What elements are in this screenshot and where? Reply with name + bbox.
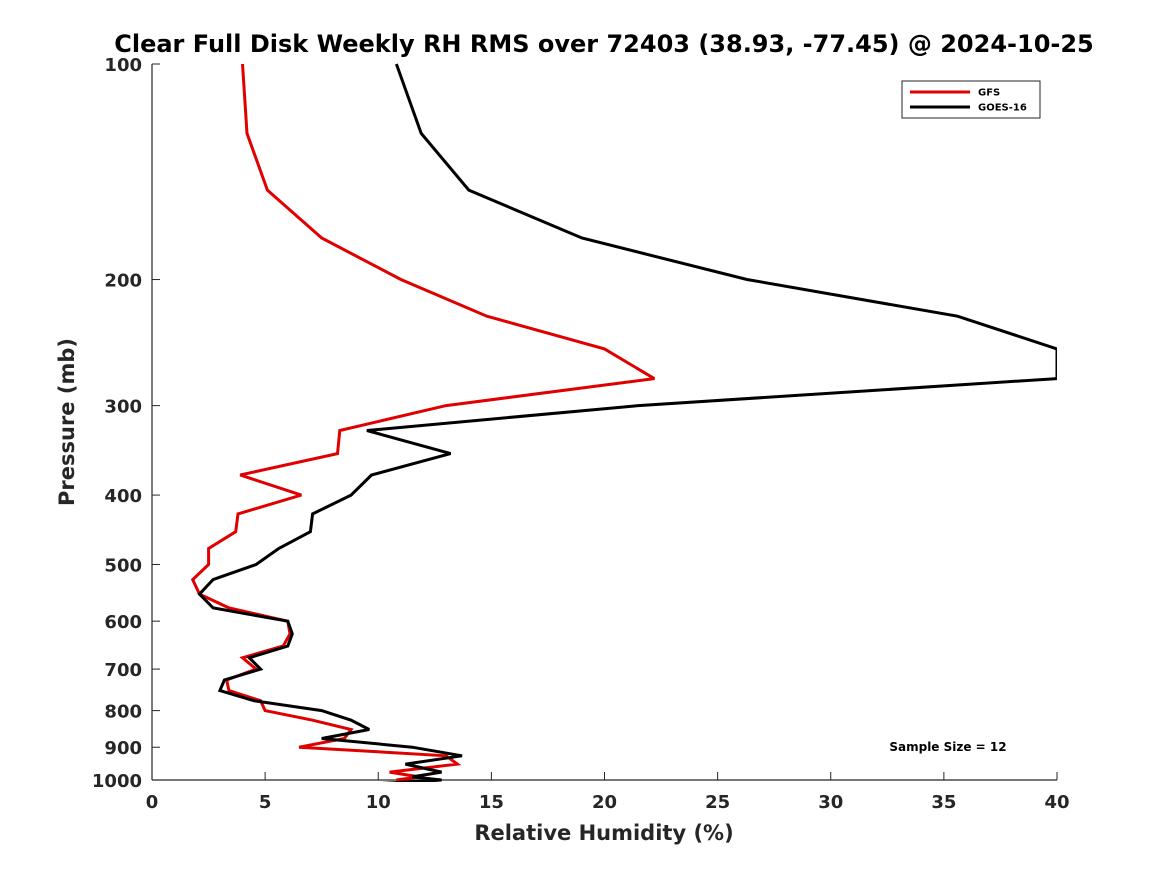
series-line-goes-16 — [197, 63, 1057, 782]
x-tick-label: 25 — [705, 792, 730, 813]
y-tick-label: 100 — [104, 55, 142, 76]
x-tick-label: 40 — [1044, 792, 1069, 813]
y-tick-label: 800 — [104, 702, 142, 723]
x-tick-label: 5 — [259, 792, 272, 813]
x-tick-label: 20 — [592, 792, 617, 813]
y-ticks: 100 200 300 400 500 600 700 800 900 1000 — [92, 55, 160, 792]
legend-label: GOES-16 — [978, 103, 1027, 114]
x-tick-label: 15 — [479, 792, 504, 813]
y-tick-label: 500 — [104, 555, 142, 576]
x-axis-label: Relative Humidity (%) — [474, 821, 733, 845]
y-tick-label: 900 — [104, 738, 142, 759]
x-tick-label: 0 — [146, 792, 159, 813]
chart-title: Clear Full Disk Weekly RH RMS over 72403… — [114, 30, 1094, 58]
legend-label: GFS — [978, 88, 1000, 99]
legend-box — [901, 80, 1041, 119]
y-axis-label: Pressure (mb) — [55, 338, 79, 506]
y-tick-label: 600 — [104, 612, 142, 633]
x-tick-label: 10 — [366, 792, 391, 813]
sample-size-annotation: Sample Size = 12 — [889, 740, 1006, 754]
y-tick-label: 300 — [104, 397, 142, 418]
legend: GFS GOES-16 — [901, 80, 1041, 119]
plot-lines — [190, 63, 1057, 782]
y-tick-label: 700 — [104, 660, 142, 681]
axes — [151, 64, 1057, 781]
x-tick-label: 30 — [818, 792, 843, 813]
y-tick-label: 1000 — [92, 771, 142, 792]
series-line-gfs — [190, 63, 656, 782]
y-tick-label: 400 — [104, 486, 142, 507]
x-ticks: 0 5 10 15 20 25 30 35 40 — [146, 772, 1070, 813]
y-tick-label: 200 — [104, 271, 142, 292]
x-tick-label: 35 — [931, 792, 956, 813]
